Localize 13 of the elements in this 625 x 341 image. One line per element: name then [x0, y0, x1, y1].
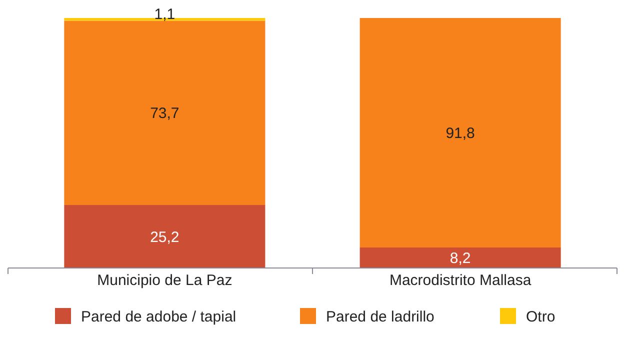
data-label: 25,2 [150, 228, 180, 246]
bar [360, 18, 561, 248]
legend-label: Pared de adobe / tapial [81, 308, 236, 326]
data-label: 91,8 [446, 125, 475, 142]
bar [64, 205, 266, 268]
x-tick-label: Municipio de La Paz [97, 272, 232, 289]
data-label: 8,2 [450, 250, 471, 267]
legend-label: Otro [526, 308, 556, 326]
bar [64, 20, 266, 205]
x-tick-label: Macrodistrito Mallasa [389, 272, 532, 289]
bar [360, 248, 561, 268]
legend-label: Pared de ladrillo [326, 308, 434, 326]
data-label: 73,7 [150, 105, 180, 122]
